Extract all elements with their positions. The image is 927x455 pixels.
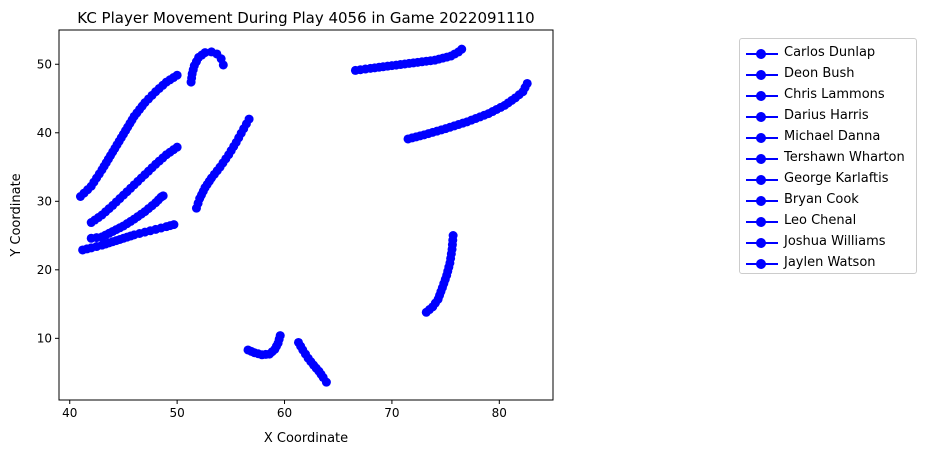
legend-marker-swatch <box>756 238 766 248</box>
legend-marker-swatch <box>756 175 766 185</box>
legend-marker-swatch <box>756 112 766 122</box>
data-point <box>448 231 458 241</box>
legend-label: Tershawn Wharton <box>784 150 905 165</box>
data-point <box>522 78 532 88</box>
series-joshua-williams <box>243 331 285 360</box>
x-ticks: 40 50 60 70 80 <box>62 400 507 420</box>
legend-marker-swatch <box>756 133 766 143</box>
y-tick-label: 40 <box>37 126 52 140</box>
legend-label: Joshua Williams <box>784 234 886 249</box>
legend-marker-swatch <box>756 154 766 164</box>
data-point <box>244 114 254 124</box>
x-tick-label: 60 <box>277 406 292 420</box>
legend-label: Jaylen Watson <box>784 255 876 270</box>
y-tick-label: 30 <box>37 194 52 208</box>
x-tick-label: 50 <box>169 406 184 420</box>
legend-label: Chris Lammons <box>784 87 885 102</box>
y-ticks: 10 20 30 40 50 <box>37 57 59 345</box>
legend-label: Leo Chenal <box>784 213 857 228</box>
series-chris-lammons <box>86 191 168 243</box>
series-darius-harris <box>78 220 179 255</box>
y-axis-label: Y Coordinate <box>9 173 24 257</box>
legend-item: Darius Harris <box>740 106 916 127</box>
legend-label: Darius Harris <box>784 108 869 123</box>
legend-item: Leo Chenal <box>740 211 916 232</box>
data-point <box>457 44 467 54</box>
legend-marker-swatch <box>756 217 766 227</box>
legend: Carlos Dunlap Deon Bush Chris Lammons Dariu… <box>739 38 917 274</box>
legend-label: Deon Bush <box>784 66 855 81</box>
legend-item: Jaylen Watson <box>740 253 916 274</box>
y-tick-label: 50 <box>37 57 52 71</box>
x-tick-label: 80 <box>492 406 507 420</box>
series-michael-danna <box>186 47 228 87</box>
legend-marker-swatch <box>756 70 766 80</box>
legend-marker-swatch <box>756 259 766 269</box>
legend-item: Michael Danna <box>740 127 916 148</box>
legend-item: Joshua Williams <box>740 232 916 253</box>
legend-marker-swatch <box>756 49 766 59</box>
data-point <box>169 220 179 230</box>
data-point <box>172 70 182 80</box>
data-point <box>275 331 285 341</box>
x-tick-label: 40 <box>62 406 77 420</box>
series-carlos-dunlap <box>75 70 182 201</box>
series-bryan-cook <box>403 78 532 144</box>
legend-marker-swatch <box>756 91 766 101</box>
legend-item: Tershawn Wharton <box>740 148 916 169</box>
data-point <box>218 60 228 70</box>
legend-item: Carlos Dunlap <box>740 43 916 64</box>
y-tick-label: 20 <box>37 263 52 277</box>
legend-marker-swatch <box>756 196 766 206</box>
legend-item: Deon Bush <box>740 64 916 85</box>
series-george-karlaftis <box>350 44 467 75</box>
x-tick-label: 70 <box>384 406 399 420</box>
legend-item: George Karlaftis <box>740 169 916 190</box>
series-layer <box>75 44 532 387</box>
x-axis-label: X Coordinate <box>264 431 348 446</box>
legend-label: Carlos Dunlap <box>784 45 876 60</box>
data-point <box>321 377 331 387</box>
series-leo-chenal <box>421 231 458 317</box>
chart-title: KC Player Movement During Play 4056 in G… <box>77 9 534 27</box>
legend-label: Michael Danna <box>784 129 881 144</box>
legend-label: George Karlaftis <box>784 171 889 186</box>
series-tershawn-wharton <box>191 114 254 213</box>
y-tick-label: 10 <box>37 331 52 345</box>
legend-label: Bryan Cook <box>784 192 859 207</box>
legend-item: Chris Lammons <box>740 85 916 106</box>
series-jaylen-watson <box>293 337 331 387</box>
data-point <box>172 142 182 152</box>
legend-item: Bryan Cook <box>740 190 916 211</box>
series-deon-bush <box>86 142 182 228</box>
data-point <box>158 191 168 201</box>
